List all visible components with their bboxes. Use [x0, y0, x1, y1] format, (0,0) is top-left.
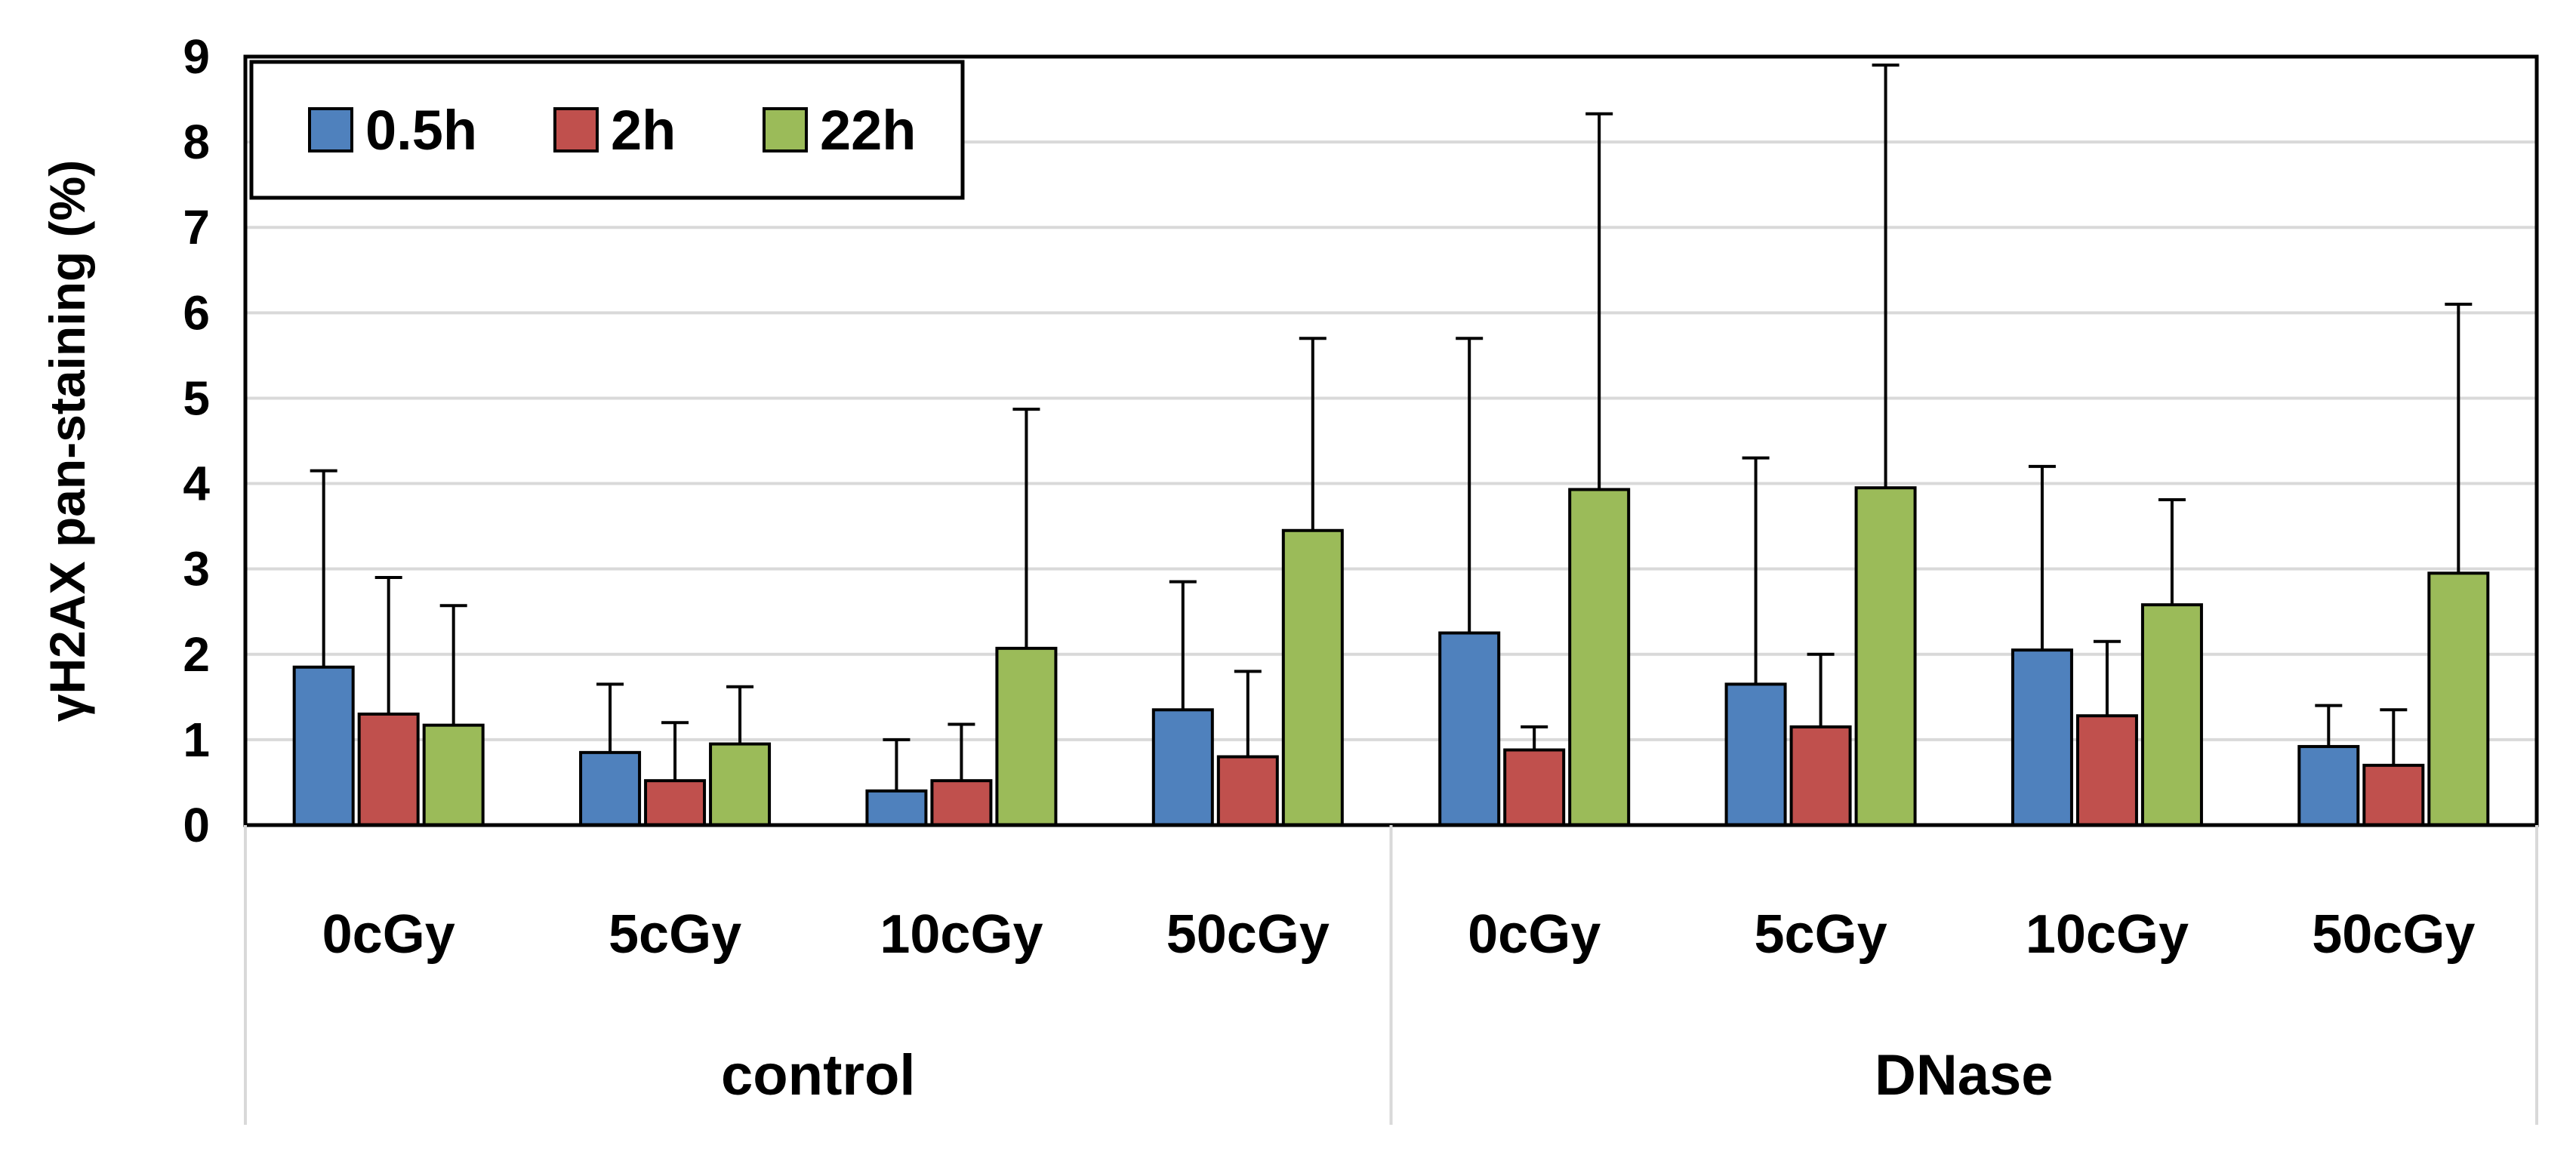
bar-0.5h-7 [2011, 648, 2073, 827]
x-tick-label: 0cGy [1468, 904, 1601, 965]
bar-22h-2 [709, 742, 772, 827]
bar-0.5h-3 [865, 789, 928, 827]
legend-label: 22h [820, 99, 917, 162]
bar-0.5h-8 [2297, 744, 2360, 827]
y-tick-label: 7 [183, 200, 210, 254]
y-tick-label: 3 [183, 542, 210, 596]
legend-swatch-0.5h [308, 107, 353, 152]
bar-22h-6 [1854, 486, 1917, 827]
legend-box [249, 60, 965, 200]
bar-0.5h-4 [1151, 708, 1214, 827]
x-tick-label: 5cGy [609, 904, 741, 965]
y-tick-label: 4 [183, 457, 210, 511]
bar-2h-6 [1789, 725, 1852, 827]
x-tick-label: 5cGy [1754, 904, 1887, 965]
x-axis: 0cGy 5cGy 10cGy 50cGy control 0cGy 5cGy 10cGy 50… [244, 825, 2538, 1125]
bar-22h-1 [422, 723, 485, 827]
x-tick-label: 10cGy [880, 904, 1043, 965]
bar-22h-5 [1568, 488, 1631, 827]
legend-swatch-22h [763, 107, 808, 152]
bar-22h-4 [1281, 528, 1344, 827]
x-group-label: DNase [1875, 1043, 2054, 1107]
bar-2h-5 [1503, 748, 1566, 827]
bar-0.5h-6 [1724, 682, 1787, 827]
bar-22h-3 [995, 646, 1058, 827]
y-axis-label: γH2AX pan-staining (%) [39, 160, 95, 722]
legend-label: 2h [611, 99, 676, 162]
bar-2h-7 [2075, 714, 2138, 827]
y-tick-label: 5 [183, 371, 210, 425]
bar-22h-8 [2427, 571, 2490, 827]
gridlines [245, 140, 2537, 741]
x-tick-label: 50cGy [2312, 904, 2475, 965]
y-tick-label: 1 [183, 713, 210, 767]
y-tick-label: 8 [183, 115, 210, 169]
x-group-label: control [721, 1043, 916, 1107]
bars [292, 486, 2490, 827]
bar-2h-3 [930, 779, 993, 827]
legend: 0.5h 2h 22h [249, 60, 965, 200]
x-tick-label: 10cGy [2026, 904, 2189, 965]
y-tick-label: 6 [183, 285, 210, 340]
bar-0.5h-1 [292, 665, 355, 827]
y-tick-label: 9 [183, 29, 210, 84]
bar-2h-8 [2362, 763, 2425, 827]
bar-2h-2 [644, 779, 707, 827]
legend-label: 0.5h [365, 99, 477, 162]
x-tick-label: 50cGy [1166, 904, 1330, 965]
bar-2h-1 [357, 712, 420, 827]
y-tick-labels: 0 1 2 3 4 5 6 7 8 9 [183, 29, 210, 852]
bar-0.5h-5 [1438, 631, 1501, 827]
bar-22h-7 [2140, 603, 2203, 827]
bar-0.5h-2 [579, 750, 642, 827]
error-bars [310, 63, 2473, 791]
y-tick-label: 0 [183, 798, 210, 852]
bar-2h-4 [1216, 755, 1279, 827]
y-tick-label: 2 [183, 627, 210, 682]
legend-swatch-2h [553, 107, 599, 152]
x-tick-label: 0cGy [322, 904, 455, 965]
